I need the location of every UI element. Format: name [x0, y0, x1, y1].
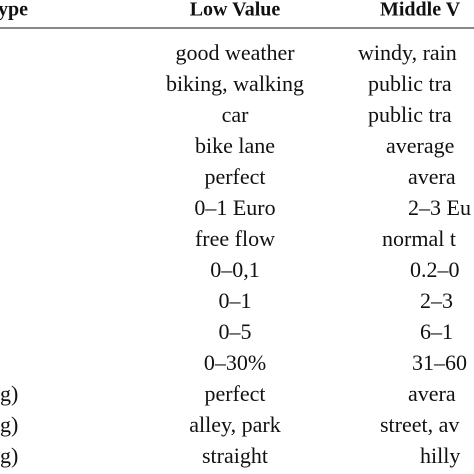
cell: 0–0,1	[210, 257, 260, 282]
cell: avera	[408, 164, 456, 189]
cell: perfect	[204, 381, 265, 406]
cell: 0–1 Euro	[194, 195, 275, 220]
cell: hilly	[420, 443, 460, 468]
cell: 0–5	[219, 319, 252, 344]
cell: average	[386, 133, 454, 158]
cell: windy, rain	[358, 40, 457, 65]
header-cell: Low Value	[190, 0, 281, 21]
header-cell: ype	[0, 0, 28, 21]
cell: 0–1	[219, 288, 252, 313]
cell: public tra	[368, 102, 452, 127]
cell: good weather	[175, 40, 295, 65]
cell: straight	[202, 443, 268, 468]
cell: 6–1	[420, 319, 453, 344]
cell: 2–3	[420, 288, 453, 313]
cell: g)	[0, 412, 18, 437]
cell: 0–30%	[204, 350, 266, 375]
cell: 0.2–0	[410, 257, 460, 282]
header-cell: Middle V	[380, 0, 461, 21]
cell: biking, walking	[166, 71, 304, 96]
cell: alley, park	[189, 412, 280, 437]
cell: perfect	[204, 164, 265, 189]
cell: free flow	[195, 226, 275, 251]
cell: car	[222, 102, 250, 127]
cell: normal t	[382, 226, 456, 251]
cell: street, av	[380, 412, 459, 437]
cell: g)	[0, 443, 18, 468]
cell: 31–60	[412, 350, 467, 375]
cell: bike lane	[195, 133, 275, 158]
cell: avera	[408, 381, 456, 406]
cell: g)	[0, 381, 18, 406]
cell: public tra	[368, 71, 452, 96]
cell: 2–3 Eu	[408, 195, 471, 220]
